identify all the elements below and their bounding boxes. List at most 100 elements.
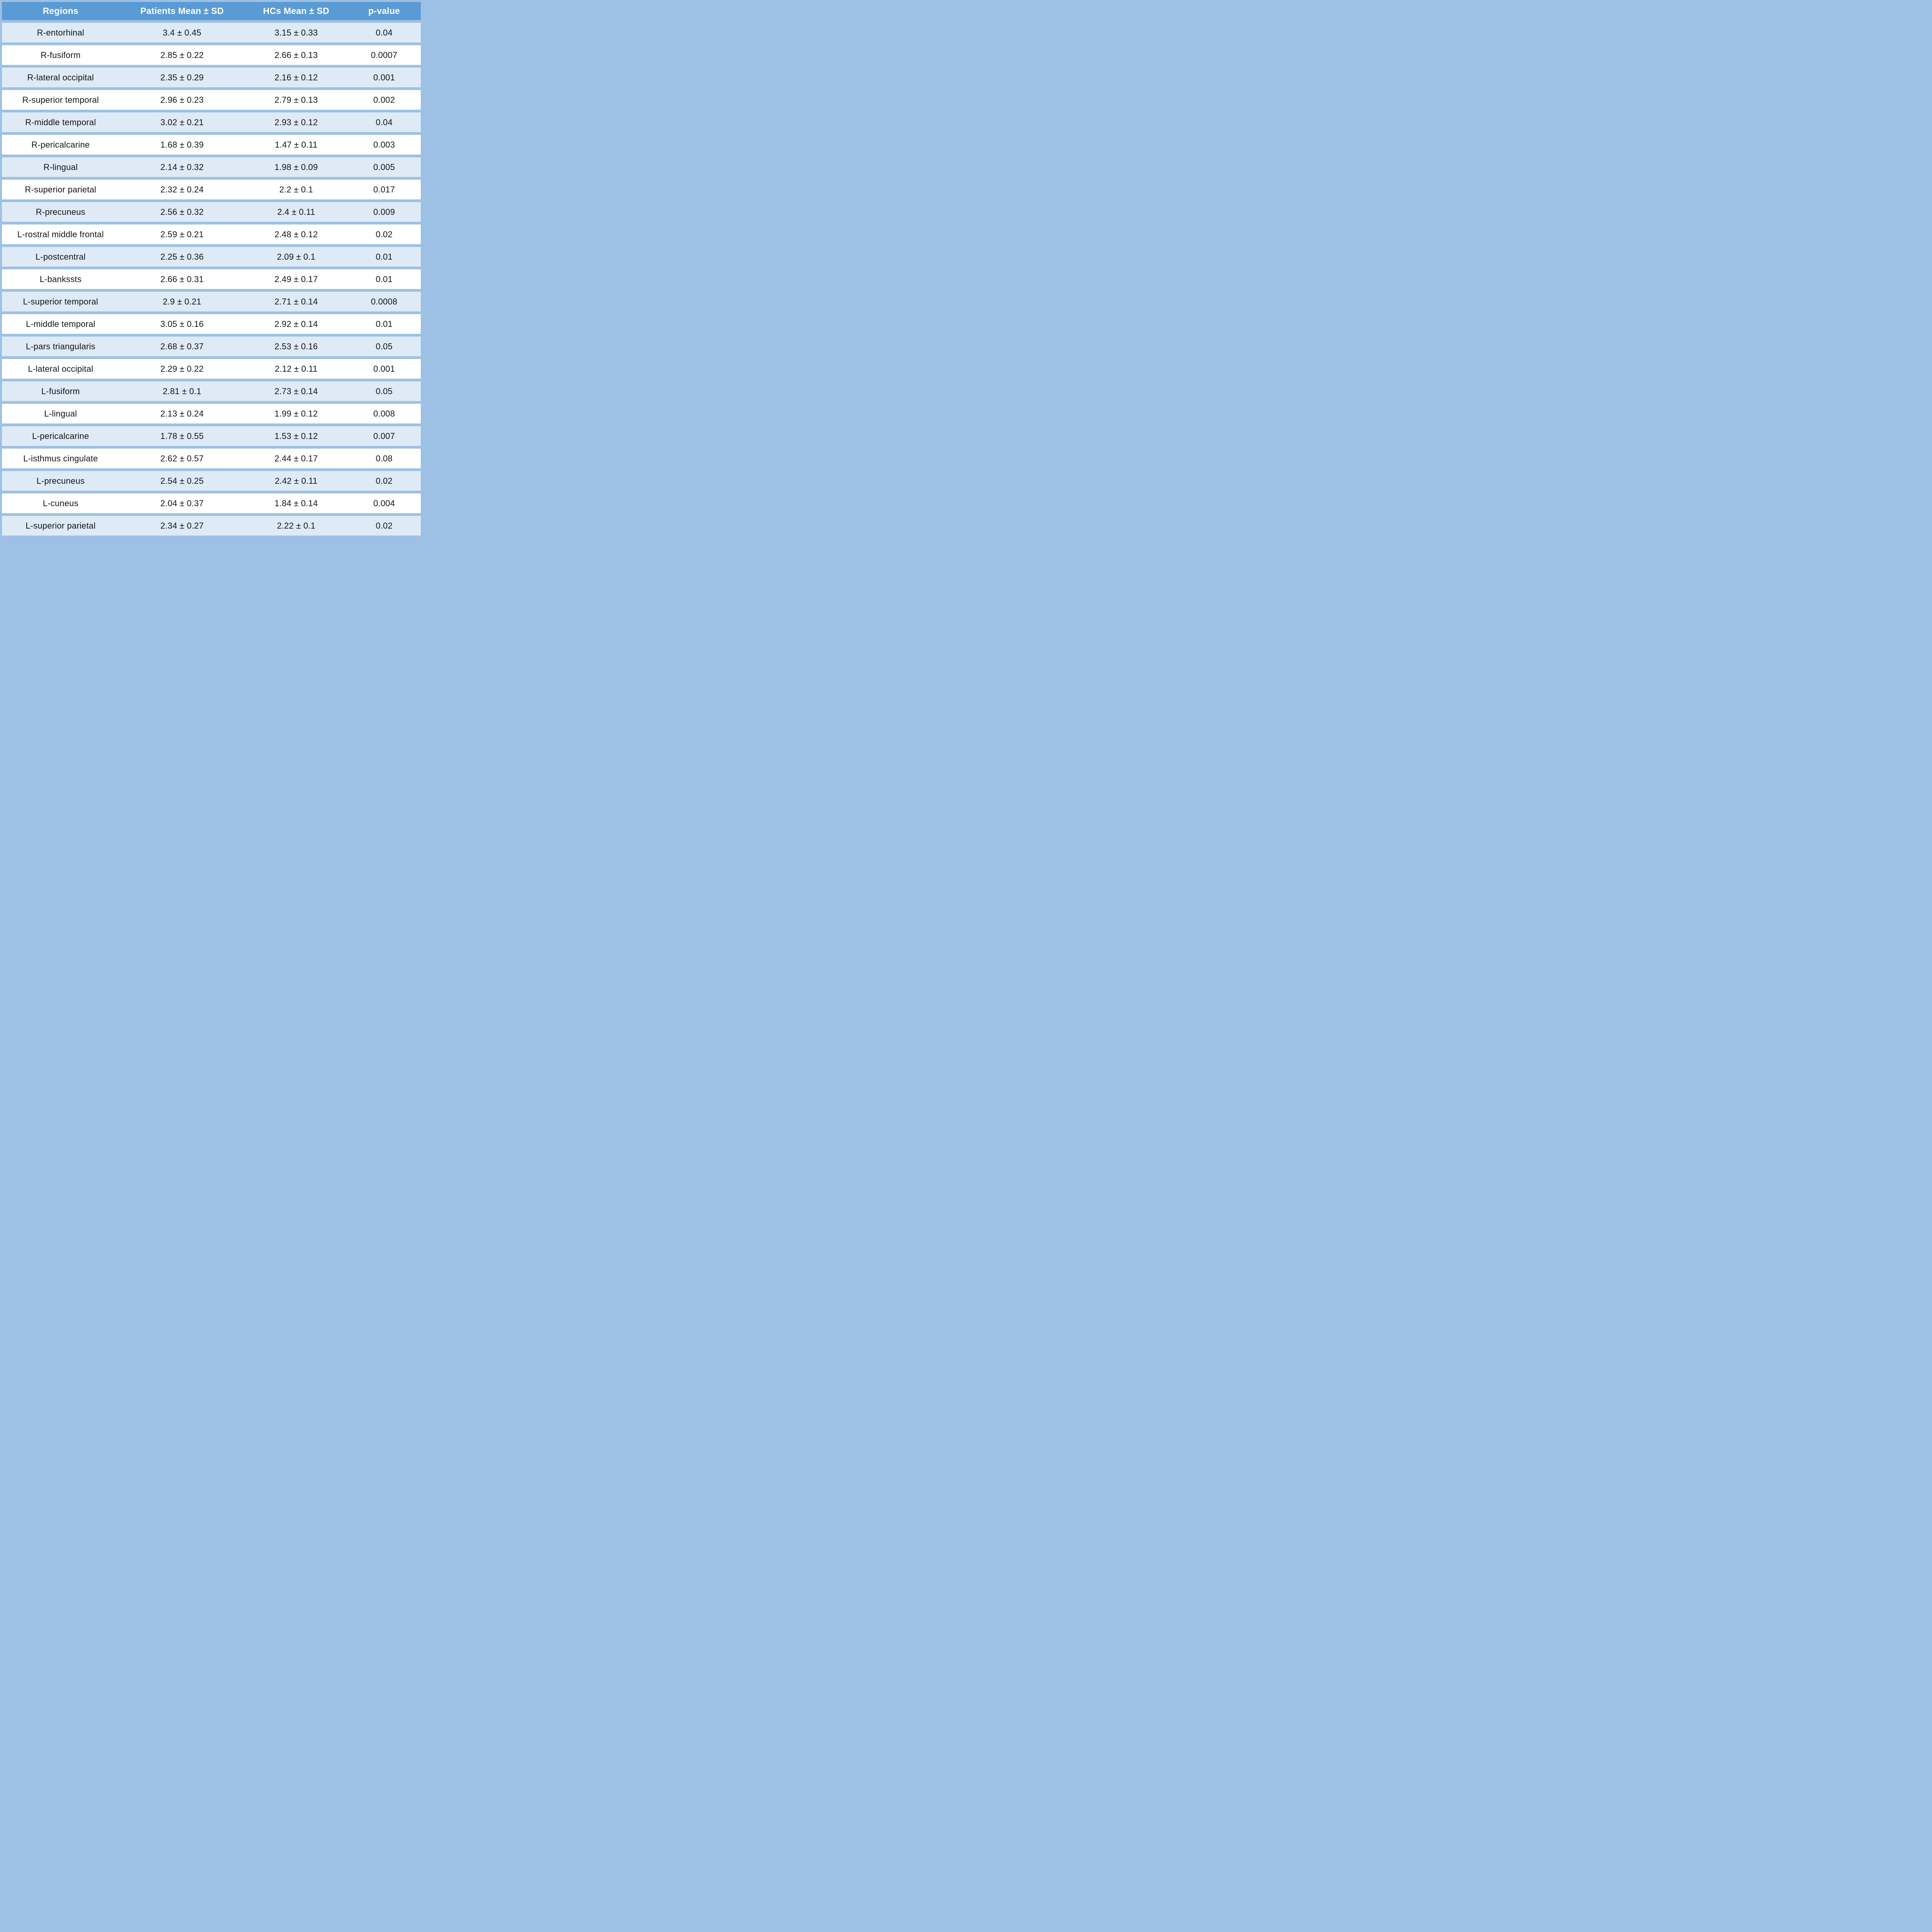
hcs-mean-cell: 2.71 ± 0.14 [274,296,318,306]
column-header-patients: Patients Mean ± SD [140,6,224,16]
table-body: R-entorhinal 3.4 ± 0.45 3.15 ± 0.33 0.04… [2,23,421,536]
region-cell: R-superior parietal [25,184,97,194]
pvalue-cell: 0.01 [376,252,393,262]
patients-mean-cell: 2.04 ± 0.37 [160,498,204,508]
region-cell: L-pars triangularis [26,341,95,351]
table-row: L-isthmus cingulate 2.62 ± 0.57 2.44 ± 0… [2,449,421,468]
pvalue-cell: 0.04 [376,27,393,37]
patients-mean-cell: 2.25 ± 0.36 [160,252,204,262]
pvalue-cell: 0.001 [373,72,395,82]
region-cell: L-isthmus cingulate [23,453,98,463]
hcs-mean-cell: 2.4 ± 0.11 [277,207,315,217]
pvalue-cell: 0.003 [373,139,395,150]
hcs-mean-cell: 2.49 ± 0.17 [274,274,318,284]
regions-comparison-table: Regions Patients Mean ± SD HCs Mean ± SD… [2,2,421,536]
patients-mean-cell: 2.9 ± 0.21 [163,296,201,306]
table-row: R-fusiform 2.85 ± 0.22 2.66 ± 0.13 0.000… [2,45,421,65]
hcs-mean-cell: 2.44 ± 0.17 [274,453,318,463]
pvalue-cell: 0.007 [373,431,395,441]
table-row: L-pars triangularis 2.68 ± 0.37 2.53 ± 0… [2,337,421,356]
patients-mean-cell: 2.56 ± 0.32 [160,207,204,217]
hcs-mean-cell: 3.15 ± 0.33 [274,27,318,37]
patients-mean-cell: 2.32 ± 0.24 [160,184,204,194]
table-row: R-superior parietal 2.32 ± 0.24 2.2 ± 0.… [2,180,421,199]
table-row: L-lingual 2.13 ± 0.24 1.99 ± 0.12 0.008 [2,404,421,423]
patients-mean-cell: 2.59 ± 0.21 [160,229,204,239]
region-cell: R-pericalcarine [31,139,90,150]
region-cell: R-lingual [43,162,78,172]
column-header-pvalue: p-value [368,6,400,16]
hcs-mean-cell: 2.22 ± 0.1 [277,520,316,531]
pvalue-cell: 0.02 [376,476,393,486]
pvalue-cell: 0.01 [376,319,393,329]
pvalue-cell: 0.005 [373,162,395,172]
region-cell: L-lingual [44,408,77,418]
patients-mean-cell: 2.81 ± 0.1 [163,386,201,396]
hcs-mean-cell: 2.66 ± 0.13 [274,50,318,60]
region-cell: R-entorhinal [37,27,84,37]
table-row: L-precuneus 2.54 ± 0.25 2.42 ± 0.11 0.02 [2,471,421,491]
table-row: L-cuneus 2.04 ± 0.37 1.84 ± 0.14 0.004 [2,493,421,513]
table-figure: Regions Patients Mean ± SD HCs Mean ± SD… [0,0,423,538]
region-cell: L-postcentral [35,252,86,262]
region-cell: R-superior temporal [22,95,99,105]
hcs-mean-cell: 1.98 ± 0.09 [274,162,318,172]
pvalue-cell: 0.01 [376,274,393,284]
hcs-mean-cell: 2.93 ± 0.12 [274,117,318,127]
patients-mean-cell: 3.4 ± 0.45 [163,27,201,37]
patients-mean-cell: 1.68 ± 0.39 [160,139,204,150]
region-cell: L-bankssts [39,274,82,284]
table-row: R-pericalcarine 1.68 ± 0.39 1.47 ± 0.11 … [2,135,421,155]
hcs-mean-cell: 2.73 ± 0.14 [274,386,318,396]
table-row: R-entorhinal 3.4 ± 0.45 3.15 ± 0.33 0.04 [2,23,421,43]
table-row: L-bankssts 2.66 ± 0.31 2.49 ± 0.17 0.01 [2,269,421,289]
hcs-mean-cell: 1.99 ± 0.12 [274,408,318,418]
table-row: R-superior temporal 2.96 ± 0.23 2.79 ± 0… [2,90,421,110]
region-cell: L-superior temporal [23,296,99,306]
pvalue-cell: 0.05 [376,386,393,396]
pvalue-cell: 0.017 [373,184,395,194]
region-cell: R-precuneus [36,207,85,217]
column-header-regions: Regions [43,6,78,16]
table-row: L-superior temporal 2.9 ± 0.21 2.71 ± 0.… [2,292,421,311]
hcs-mean-cell: 1.84 ± 0.14 [274,498,318,508]
table-row: R-middle temporal 3.02 ± 0.21 2.93 ± 0.1… [2,112,421,132]
table-row: L-superior parietal 2.34 ± 0.27 2.22 ± 0… [2,516,421,536]
patients-mean-cell: 2.66 ± 0.31 [160,274,204,284]
region-cell: R-lateral occipital [27,72,94,82]
pvalue-cell: 0.02 [376,520,393,531]
patients-mean-cell: 3.02 ± 0.21 [160,117,204,127]
table-row: L-rostral middle frontal 2.59 ± 0.21 2.4… [2,224,421,244]
pvalue-cell: 0.0008 [371,296,398,306]
region-cell: L-fusiform [41,386,80,396]
patients-mean-cell: 1.78 ± 0.55 [160,431,204,441]
table-row: L-fusiform 2.81 ± 0.1 2.73 ± 0.14 0.05 [2,381,421,401]
pvalue-cell: 0.05 [376,341,393,351]
patients-mean-cell: 2.34 ± 0.27 [160,520,204,531]
pvalue-cell: 0.04 [376,117,393,127]
region-cell: L-cuneus [43,498,78,508]
hcs-mean-cell: 2.48 ± 0.12 [274,229,318,239]
patients-mean-cell: 2.29 ± 0.22 [160,364,204,374]
patients-mean-cell: 2.13 ± 0.24 [160,408,204,418]
hcs-mean-cell: 2.42 ± 0.11 [275,476,318,486]
patients-mean-cell: 2.14 ± 0.32 [160,162,204,172]
pvalue-cell: 0.001 [373,364,395,374]
hcs-mean-cell: 2.16 ± 0.12 [274,72,318,82]
region-cell: L-pericalcarine [32,431,89,441]
pvalue-cell: 0.004 [373,498,395,508]
hcs-mean-cell: 1.53 ± 0.12 [274,431,318,441]
region-cell: L-superior parietal [26,520,96,531]
pvalue-cell: 0.002 [373,95,395,105]
column-header-hcs: HCs Mean ± SD [263,6,330,16]
hcs-mean-cell: 2.09 ± 0.1 [277,252,316,262]
region-cell: L-lateral occipital [28,364,94,374]
pvalue-cell: 0.008 [373,408,395,418]
region-cell: R-middle temporal [25,117,96,127]
patients-mean-cell: 2.62 ± 0.57 [160,453,204,463]
hcs-mean-cell: 2.92 ± 0.14 [274,319,318,329]
hcs-mean-cell: 2.12 ± 0.11 [275,364,318,374]
patients-mean-cell: 2.54 ± 0.25 [160,476,204,486]
patients-mean-cell: 2.96 ± 0.23 [160,95,204,105]
table-row: L-lateral occipital 2.29 ± 0.22 2.12 ± 0… [2,359,421,379]
